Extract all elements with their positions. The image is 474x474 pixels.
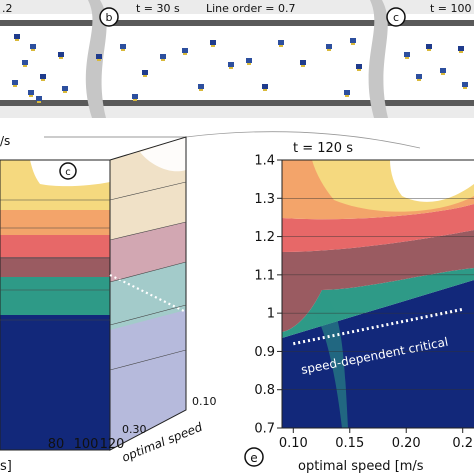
chart-title: t = 120 s bbox=[293, 141, 353, 156]
slab-darkred-band bbox=[0, 257, 110, 277]
slab-side-frame bbox=[109, 136, 187, 451]
slab-grid bbox=[0, 181, 187, 371]
xtick-label-2: 0.20 bbox=[392, 436, 421, 451]
panel-e-badge bbox=[244, 447, 264, 467]
right-panel: t = 120 s speed-dependent critical 0.70.… bbox=[244, 141, 474, 474]
panel-c-badge bbox=[386, 7, 406, 27]
left-bottom-marker: s] bbox=[0, 459, 12, 474]
ytick-label-2: 0.9 bbox=[254, 345, 275, 360]
lane-bottom-wall bbox=[0, 100, 474, 106]
xtick-label-0: 0.10 bbox=[279, 436, 308, 451]
depth-tick-010: 0.10 bbox=[192, 395, 217, 408]
ytick-label-3: 1 bbox=[267, 307, 275, 322]
robot-marker bbox=[350, 38, 356, 45]
robot-marker bbox=[198, 84, 204, 91]
robot-marker bbox=[416, 74, 422, 81]
ytick-label-0: 0.7 bbox=[254, 422, 275, 437]
robot-marker bbox=[62, 86, 68, 93]
ytick-label-4: 1.1 bbox=[254, 268, 275, 283]
ytick-label-5: 1.2 bbox=[254, 230, 275, 245]
robot-marker bbox=[22, 60, 28, 67]
robot-marker bbox=[58, 52, 64, 59]
robot-marker bbox=[132, 94, 138, 101]
slab-side-teal bbox=[110, 262, 186, 330]
robot-marker bbox=[12, 80, 18, 87]
snapshot-b-order: Line order = 0.7 bbox=[206, 2, 295, 15]
region-teal-notch bbox=[312, 290, 348, 428]
panel-e-letter: e bbox=[250, 451, 257, 465]
snapshot-b-time: t = 30 s bbox=[136, 2, 180, 15]
robot-marker bbox=[356, 64, 362, 71]
robot-marker bbox=[262, 84, 268, 91]
region-blob bbox=[282, 252, 302, 268]
robot-marker bbox=[30, 44, 36, 51]
region-red bbox=[282, 204, 474, 252]
robot-marker bbox=[14, 34, 20, 41]
y-ticks: 0.7 0.8 0.9 1 1.1 1.2 1.3 1.4 bbox=[254, 154, 282, 437]
slab-side-white bbox=[140, 137, 186, 172]
x-ticks: 0.10 0.15 0.20 0.2 bbox=[279, 428, 473, 451]
left-panel-title-fragment: /s bbox=[0, 134, 10, 148]
robot-marker bbox=[458, 46, 464, 53]
slab-critical-line bbox=[109, 274, 187, 313]
ytick-label-1: 0.8 bbox=[254, 383, 275, 398]
snapshot-divider-2 bbox=[368, 0, 388, 118]
robot-marker bbox=[228, 62, 234, 69]
ytick-label-6: 1.3 bbox=[254, 192, 275, 207]
robot-marker bbox=[462, 82, 468, 89]
robot-marker bbox=[160, 54, 166, 61]
ytick-label-7: 1.4 bbox=[254, 154, 275, 169]
xtick-label-3: 0.2 bbox=[452, 436, 473, 451]
depth-tick-030: 0.30 bbox=[122, 423, 147, 436]
panel-b-letter: b bbox=[106, 11, 113, 24]
slab-orange-band bbox=[0, 210, 110, 235]
robot-marker bbox=[142, 70, 148, 77]
heatmap-plot: speed-dependent critical bbox=[282, 160, 474, 428]
region-dark-red bbox=[282, 230, 474, 332]
left-xtick-80: 80 bbox=[48, 437, 65, 452]
left-panel-marker-badge bbox=[59, 162, 77, 180]
robot-marker bbox=[246, 58, 252, 65]
region-white bbox=[390, 160, 474, 202]
left-panel-marker: c bbox=[65, 167, 71, 178]
robot-marker bbox=[426, 44, 432, 51]
robot-marker bbox=[326, 44, 332, 51]
robot-marker bbox=[36, 96, 42, 103]
robot-marker bbox=[440, 68, 446, 75]
left-xtick-100: 100 bbox=[74, 437, 99, 452]
robot-marker bbox=[300, 60, 306, 67]
lane-area bbox=[0, 14, 474, 104]
robot-marker bbox=[120, 44, 126, 51]
robot-markers bbox=[12, 34, 468, 103]
slab-red-band bbox=[0, 235, 110, 257]
slab-blue-band bbox=[0, 315, 110, 450]
top-strip: .2 b t = 30 s Line order = 0.7 c t = 100 bbox=[0, 0, 474, 118]
robot-marker bbox=[278, 40, 284, 47]
left-xtick-120: 120 bbox=[100, 437, 125, 452]
robot-marker bbox=[96, 54, 102, 61]
robot-marker bbox=[182, 48, 188, 55]
snapshot-left-label: .2 bbox=[2, 2, 13, 15]
robot-marker bbox=[344, 90, 350, 97]
xtick-label-1: 0.15 bbox=[335, 436, 364, 451]
robot-marker bbox=[210, 40, 216, 47]
robot-marker bbox=[404, 52, 410, 59]
projection-curve bbox=[185, 131, 421, 149]
x-axis-label: optimal speed [m/s bbox=[298, 459, 424, 474]
snapshot-c-time: t = 100 bbox=[430, 2, 472, 15]
robot-marker bbox=[40, 74, 46, 81]
robot-marker bbox=[28, 90, 34, 97]
panel-b-badge bbox=[99, 7, 119, 27]
critical-boundary-line bbox=[292, 307, 464, 346]
lane-top-wall bbox=[0, 20, 474, 26]
panel-c-letter: c bbox=[393, 11, 399, 24]
slab-teal-band bbox=[0, 277, 110, 315]
